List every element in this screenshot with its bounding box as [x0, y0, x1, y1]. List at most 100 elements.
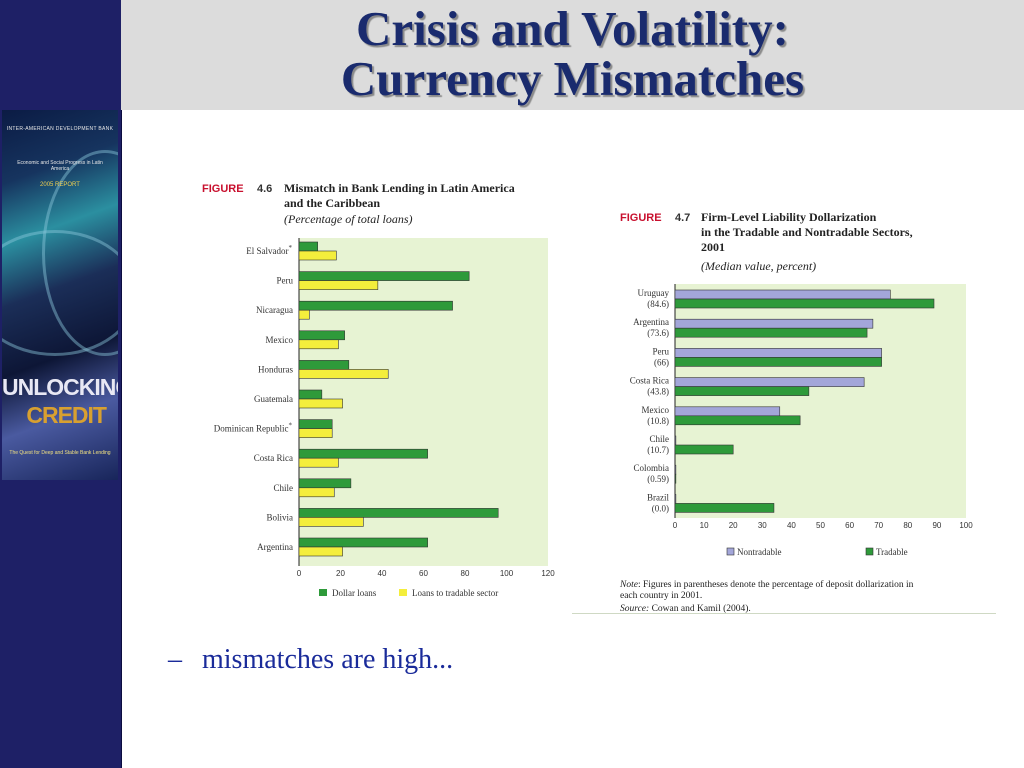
figure-4-7-source-line: Source: Cowan and Kamil (2004).	[620, 603, 751, 614]
bar-dollar-loans-argentina	[298, 537, 428, 548]
category-note-peru: (66)	[654, 357, 669, 367]
x-tick-label-80: 80	[903, 521, 912, 530]
x-tick-label-50: 50	[816, 521, 825, 530]
bar-tradable-mexico	[674, 415, 801, 426]
bar-loans-to-tradable-sector-dominican-republic	[298, 428, 333, 438]
bar-dollar-loans-bolivia	[298, 508, 499, 518]
x-tick-label-40: 40	[378, 569, 387, 578]
bar-nontradable-brazil	[674, 494, 677, 504]
figure-4-6-subtitle: (Percentage of total loans)	[284, 212, 413, 226]
bar-tradable-colombia	[674, 473, 677, 484]
x-tick-label-10: 10	[700, 521, 709, 530]
category-label-costa-rica: Costa Rica	[254, 453, 293, 463]
cover-publisher: INTER-AMERICAN DEVELOPMENT BANK	[6, 126, 114, 132]
bar-loans-to-tradable-sector-honduras	[298, 369, 389, 379]
slide-title: Crisis and Volatility: Currency Mismatch…	[121, 4, 1024, 104]
slide-title-line-2: Currency Mismatches	[340, 51, 805, 106]
legend-label-dollar-loans: Dollar loans	[332, 588, 377, 598]
legend-swatch-nontradable	[726, 547, 735, 556]
category-label-honduras: Honduras	[258, 364, 293, 374]
x-tick-label-120: 120	[541, 569, 555, 578]
x-tick-label-60: 60	[845, 521, 854, 530]
bar-loans-to-tradable-sector-chile	[298, 487, 335, 498]
x-tick-label-0: 0	[673, 521, 678, 530]
category-label-chile: Chile	[650, 434, 670, 444]
category-label-chile: Chile	[274, 483, 294, 493]
category-label-dominican-republic: Dominican Republic*	[214, 422, 293, 434]
figure-4-7-note-line-1: Note: Figures in parentheses denote the …	[619, 579, 914, 590]
bar-tradable-brazil	[674, 503, 775, 513]
x-tick-label-100: 100	[959, 521, 973, 530]
category-label-argentina: Argentina	[633, 317, 669, 327]
legend-swatch-tradable	[865, 547, 874, 556]
bar-tradable-costa-rica	[674, 386, 810, 396]
book-cover-image: INTER-AMERICAN DEVELOPMENT BANK Economic…	[2, 110, 118, 480]
cover-year-line: 2005 REPORT	[40, 182, 80, 188]
bar-loans-to-tradable-sector-peru	[298, 280, 379, 290]
figure-4-7-legend: Nontradable Tradable	[726, 547, 908, 557]
category-label-mexico: Mexico	[642, 405, 670, 415]
x-tick-label-20: 20	[729, 521, 738, 530]
bar-dollar-loans-el-salvador	[298, 241, 318, 252]
figure-4-6-title-line-1: Mismatch in Bank Lending in Latin Americ…	[284, 181, 515, 195]
bar-loans-to-tradable-sector-bolivia	[298, 517, 364, 527]
category-label-mexico: Mexico	[266, 335, 294, 345]
category-label-nicaragua: Nicaragua	[256, 305, 293, 315]
bar-nontradable-chile	[674, 435, 677, 446]
category-label-guatemala: Guatemala	[254, 394, 293, 404]
x-tick-label-20: 20	[336, 569, 345, 578]
bar-nontradable-uruguay	[674, 289, 891, 300]
bar-loans-to-tradable-sector-guatemala	[298, 398, 343, 409]
category-note-uruguay: (84.6)	[647, 299, 669, 309]
figure-4-6-number: 4.6	[257, 183, 272, 195]
bar-loans-to-tradable-sector-costa-rica	[298, 457, 339, 468]
legend-swatch-loans-to-tradable-sector	[399, 589, 407, 596]
category-label-colombia: Colombia	[634, 463, 670, 473]
cover-report-line: Economic and Social Progress in Latin Am…	[17, 160, 103, 172]
bar-dollar-loans-honduras	[298, 360, 350, 370]
legend-label-nontradable: Nontradable	[737, 547, 781, 557]
bar-dollar-loans-peru	[298, 271, 470, 281]
category-label-costa-rica: Costa Rica	[630, 376, 669, 386]
bullet-dash: –	[168, 644, 182, 675]
figure-4-6-label: FIGURE	[202, 183, 244, 195]
bar-dollar-loans-guatemala	[298, 389, 323, 400]
figure-4-7-chart: FIGURE 4.7 Firm-Level Liability Dollariz…	[619, 210, 973, 614]
category-note-argentina: (73.6)	[647, 328, 669, 338]
figure-4-7-bottom-rule	[572, 613, 996, 614]
figure-4-7-note-line-2: each country in 2001.	[620, 591, 702, 601]
category-note-brazil: (0.0)	[652, 503, 669, 513]
category-note-chile: (10.7)	[647, 445, 669, 455]
slide-title-line-1: Crisis and Volatility:	[356, 1, 789, 56]
cover-subtitle: The Quest for Deep and Stable Bank Lendi…	[9, 450, 111, 456]
cover-title-word-1: UNLOCKING	[2, 374, 118, 400]
bar-loans-to-tradable-sector-mexico	[298, 339, 339, 350]
bar-dollar-loans-nicaragua	[298, 300, 453, 311]
bullet-text: mismatches are high...	[202, 644, 454, 675]
bar-tradable-peru	[674, 357, 882, 367]
figure-4-7-subtitle: (Median value, percent)	[701, 259, 816, 273]
figure-4-7-title-line-3: 2001	[701, 240, 725, 254]
x-tick-label-30: 30	[758, 521, 767, 530]
category-note-mexico: (10.8)	[647, 416, 669, 426]
category-label-text: El Salvador	[246, 246, 288, 256]
bar-dollar-loans-costa-rica	[298, 448, 428, 459]
figure-4-7-title-line-1: Firm-Level Liability Dollarization	[701, 210, 877, 224]
figure-4-7-source-text: Cowan and Kamil (2004).	[649, 603, 751, 614]
figure-4-7-title-line-2: in the Tradable and Nontradable Sectors,	[701, 225, 913, 239]
x-tick-label-70: 70	[874, 521, 883, 530]
category-note-colombia: (0.59)	[647, 474, 669, 484]
category-label-brazil: Brazil	[647, 492, 669, 502]
figure-4-7-number: 4.7	[675, 212, 690, 224]
category-label-peru: Peru	[653, 346, 670, 356]
bar-dollar-loans-dominican-republic	[298, 419, 333, 429]
title-band	[121, 0, 1024, 110]
bar-loans-to-tradable-sector-argentina	[298, 546, 343, 557]
figure-4-7-note-label: Note	[619, 580, 638, 590]
category-label-uruguay: Uruguay	[638, 288, 670, 298]
figure-4-6-chart: FIGURE 4.6 Mismatch in Bank Lending in L…	[202, 181, 555, 598]
bar-dollar-loans-chile	[298, 478, 352, 489]
x-tick-label-90: 90	[932, 521, 941, 530]
figure-4-7-source-label: Source:	[620, 604, 649, 614]
figure-4-7-note-text: : Figures in parentheses denote the perc…	[638, 579, 914, 590]
